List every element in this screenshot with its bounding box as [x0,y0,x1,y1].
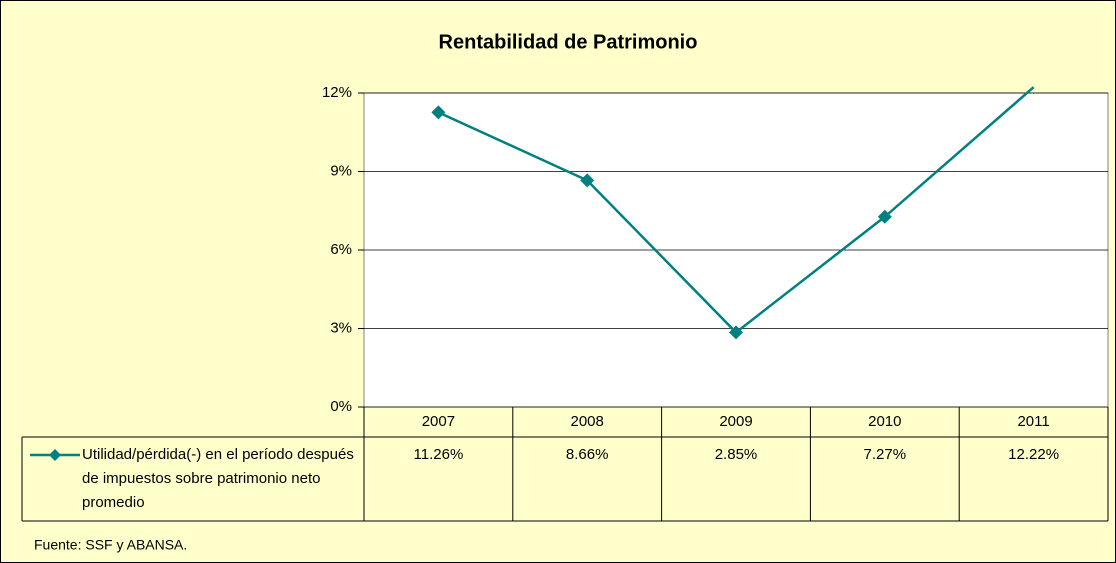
point-marker [1032,93,1035,95]
y-tick-label: 6% [330,241,352,258]
chart-title: Rentabilidad de Patrimonio [439,31,698,53]
y-tick-label: 9% [330,162,352,179]
y-tick-label: 3% [330,319,352,336]
table-value: 7.27% [864,446,907,463]
x-tick-label: 2007 [422,413,455,430]
legend-text: Utilidad/pérdida(-) en el período despué… [82,446,354,511]
y-tick-label: 12% [322,84,352,101]
point-marker [431,105,446,120]
point-marker [877,209,892,224]
x-tick-label: 2009 [719,413,752,430]
table-value: 8.66% [566,446,609,463]
markers [431,93,1035,340]
x-tick-label: 2008 [571,413,604,430]
table-value: 11.26% [414,446,464,463]
y-tick-label: 0% [330,398,352,415]
table-value: 12.22% [1008,446,1059,463]
x-tick-label: 2010 [868,413,901,430]
point-marker [580,173,595,188]
source-note: Fuente: SSF y ABANSA. [34,537,187,553]
legend-label: Utilidad/pérdida(-) en el período despué… [82,446,354,511]
table-value: 2.85% [715,446,758,463]
legend-marker [49,449,61,461]
x-tick-label: 2011 [1017,413,1049,430]
point-marker [729,325,743,340]
